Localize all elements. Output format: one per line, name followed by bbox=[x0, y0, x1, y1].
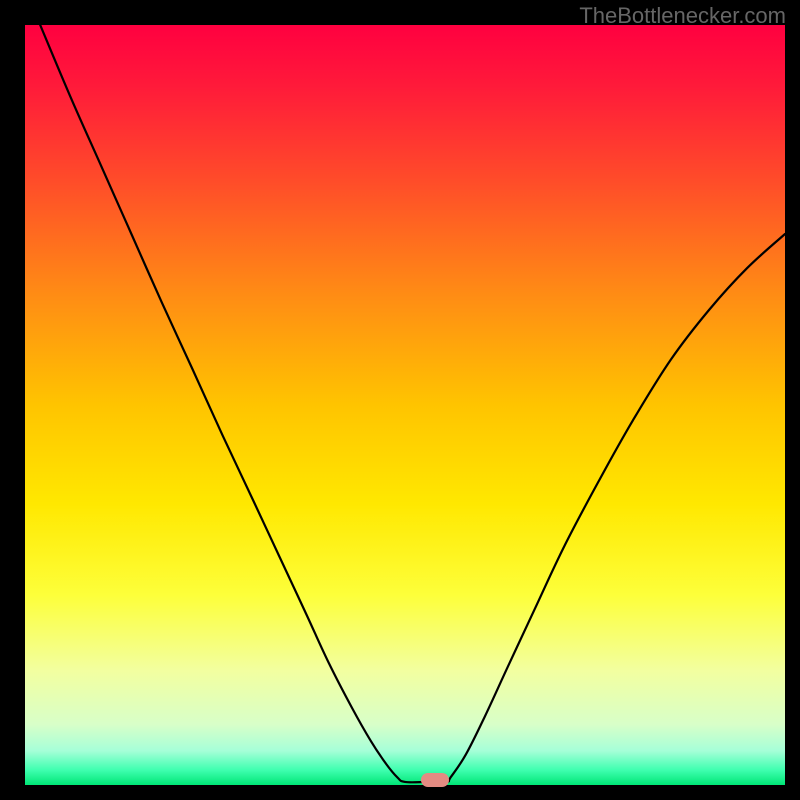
chart-stage: TheBottlenecker.com bbox=[0, 0, 800, 800]
optimum-marker bbox=[421, 773, 449, 787]
heat-gradient-background bbox=[25, 25, 785, 785]
plot-frame bbox=[25, 25, 785, 785]
watermark-text: TheBottlenecker.com bbox=[579, 3, 786, 29]
